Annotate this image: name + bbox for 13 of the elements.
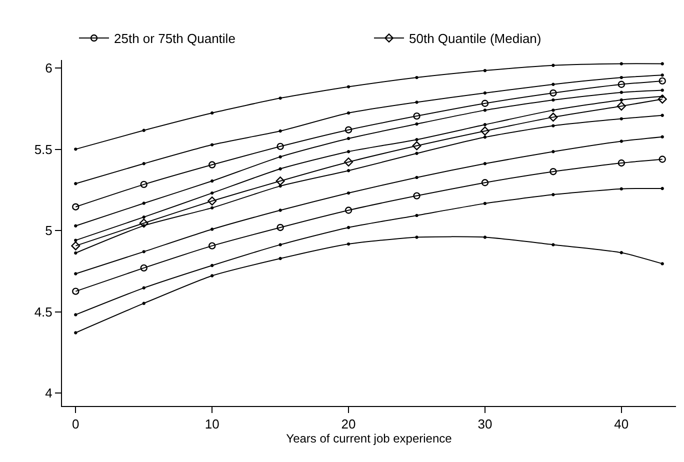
- legend-label: 25th or 75th Quantile: [114, 31, 236, 46]
- y-tick-label: 4.5: [34, 304, 52, 320]
- x-tick-label: 20: [341, 416, 356, 432]
- x-tick-label: 0: [72, 416, 80, 432]
- legend-label: 50th Quantile (Median): [409, 31, 542, 46]
- x-tick-label: 40: [614, 416, 629, 432]
- y-tick-label: 6: [45, 60, 52, 76]
- y-tick-label: 4: [45, 386, 52, 401]
- x-axis-title: Years of current job experience: [286, 432, 452, 446]
- y-tick-label: 5.5: [34, 142, 52, 157]
- x-tick-label: 30: [478, 416, 492, 432]
- x-tick-label: 10: [204, 416, 220, 432]
- y-tick-label: 5: [45, 223, 52, 238]
